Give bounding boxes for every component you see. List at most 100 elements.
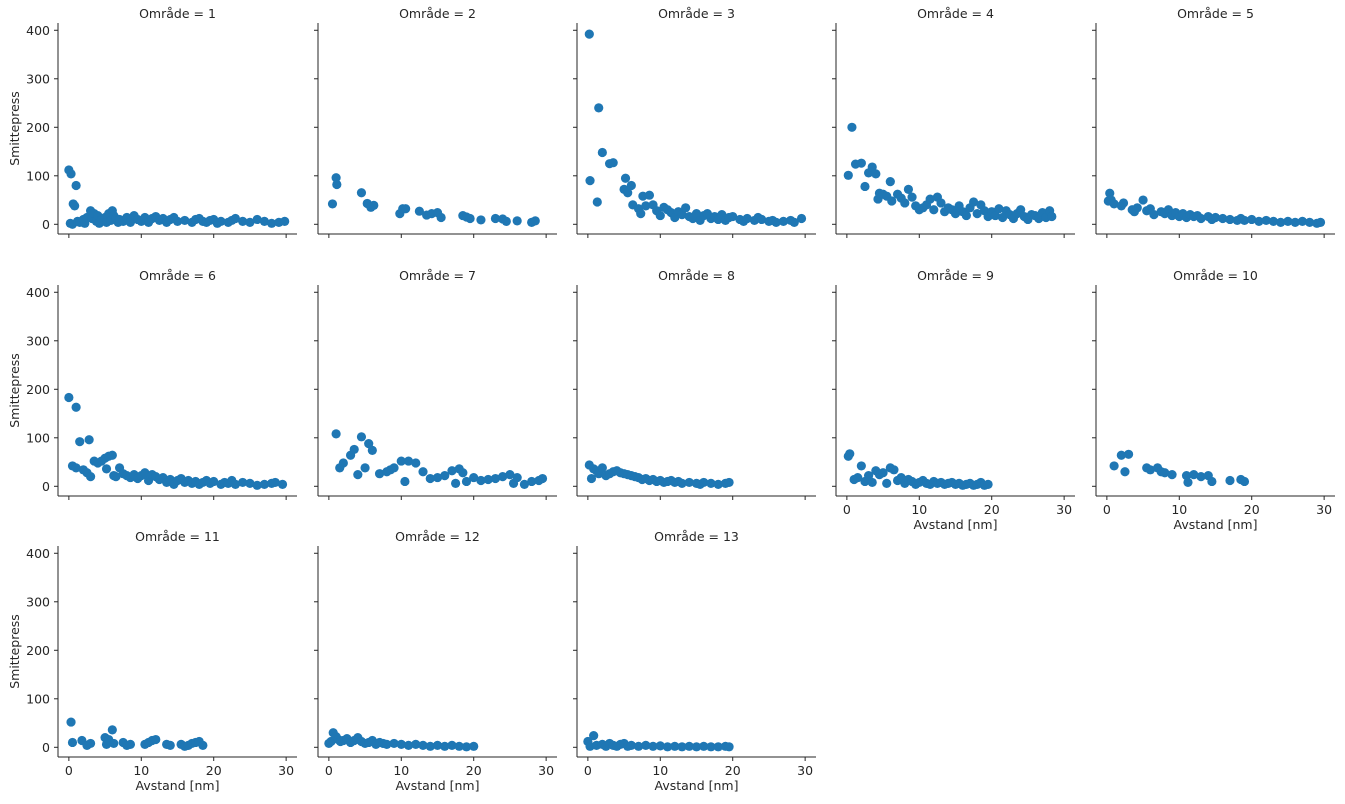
data-point <box>1218 213 1228 224</box>
data-point <box>1183 477 1193 488</box>
data-point <box>990 210 1000 221</box>
x-tick-label: 20 <box>466 763 482 778</box>
data-point <box>360 463 370 473</box>
facet-panel-2: Område = 2 <box>314 6 557 238</box>
data-point <box>396 739 406 749</box>
y-tick-label: 0 <box>42 217 50 232</box>
data-point <box>856 461 866 471</box>
data-point <box>436 212 446 223</box>
x-tick-label: 0 <box>843 502 851 517</box>
x-tick-label: 30 <box>278 763 294 778</box>
data-point <box>796 213 807 224</box>
data-point <box>907 192 917 202</box>
panel-title: Område = 4 <box>917 6 994 21</box>
panel-title: Område = 11 <box>135 529 220 544</box>
y-tick-label: 0 <box>42 479 50 494</box>
data-point <box>1261 215 1271 226</box>
data-point <box>742 213 752 224</box>
data-point <box>66 169 76 179</box>
data-point <box>929 205 939 215</box>
data-point <box>245 478 255 488</box>
data-point <box>418 467 428 477</box>
data-point <box>699 741 709 751</box>
data-point <box>867 162 877 172</box>
data-point <box>972 209 982 219</box>
data-point <box>887 196 897 206</box>
data-point <box>871 169 881 179</box>
data-point <box>724 477 734 488</box>
data-point <box>75 437 85 447</box>
x-tick-label: 20 <box>725 763 741 778</box>
data-point <box>338 458 348 468</box>
x-tick-label: 20 <box>984 502 1000 517</box>
data-point <box>349 444 359 455</box>
data-point <box>589 731 599 741</box>
data-point <box>259 479 270 489</box>
data-point <box>259 216 270 226</box>
data-point <box>512 216 522 226</box>
data-point <box>389 738 399 749</box>
data-point <box>1210 212 1221 223</box>
data-point <box>356 188 367 198</box>
data-point <box>1254 216 1264 226</box>
data-point <box>389 463 399 473</box>
data-point <box>867 477 877 488</box>
data-point <box>432 472 443 483</box>
data-point <box>403 456 414 466</box>
data-point <box>458 468 468 478</box>
y-axis-label: Smittepress <box>7 91 22 166</box>
data-point <box>85 472 96 482</box>
data-point <box>882 478 892 488</box>
data-point <box>411 458 421 468</box>
data-point <box>1118 198 1129 208</box>
data-point <box>681 203 691 213</box>
data-point <box>230 213 241 224</box>
data-point <box>483 474 493 485</box>
data-point <box>440 471 450 481</box>
panel-title: Område = 13 <box>654 529 739 544</box>
data-point <box>713 479 723 489</box>
data-point <box>109 738 119 749</box>
data-point <box>684 477 694 488</box>
data-point <box>1160 468 1170 478</box>
data-point <box>1120 467 1130 477</box>
panel-title: Område = 7 <box>399 268 476 283</box>
data-point <box>885 177 895 187</box>
data-point <box>1116 450 1126 460</box>
data-point <box>843 170 853 180</box>
x-axis-label: Avstand [nm] <box>655 778 739 793</box>
data-point <box>1268 216 1279 226</box>
data-point <box>1297 216 1308 226</box>
data-point <box>623 188 633 198</box>
data-point <box>936 198 946 208</box>
data-point <box>699 477 709 488</box>
data-point <box>597 463 607 473</box>
data-point <box>461 476 472 487</box>
data-point <box>670 741 680 751</box>
x-tick-label: 30 <box>1316 502 1332 517</box>
data-point <box>64 392 74 403</box>
data-point <box>151 734 161 745</box>
y-tick-label: 100 <box>26 168 50 183</box>
data-point <box>418 740 428 750</box>
data-point <box>403 740 414 750</box>
y-tick-label: 200 <box>26 643 50 658</box>
data-point <box>505 470 515 480</box>
x-tick-label: 10 <box>911 502 927 517</box>
x-tick-label: 30 <box>1056 502 1072 517</box>
x-tick-label: 20 <box>1244 502 1260 517</box>
data-point <box>847 122 857 132</box>
data-point <box>1276 217 1286 227</box>
data-point <box>1239 476 1250 487</box>
data-point <box>997 212 1008 223</box>
data-point <box>425 473 435 484</box>
data-point <box>845 449 855 459</box>
facet-panel-12: Område = 12 0 10 20 30 Avstand [nm] <box>314 529 557 793</box>
x-tick-label: 30 <box>538 763 554 778</box>
data-point <box>331 173 341 183</box>
data-point <box>778 216 789 226</box>
data-point <box>597 147 607 158</box>
data-point <box>644 190 655 200</box>
data-point <box>71 180 81 191</box>
